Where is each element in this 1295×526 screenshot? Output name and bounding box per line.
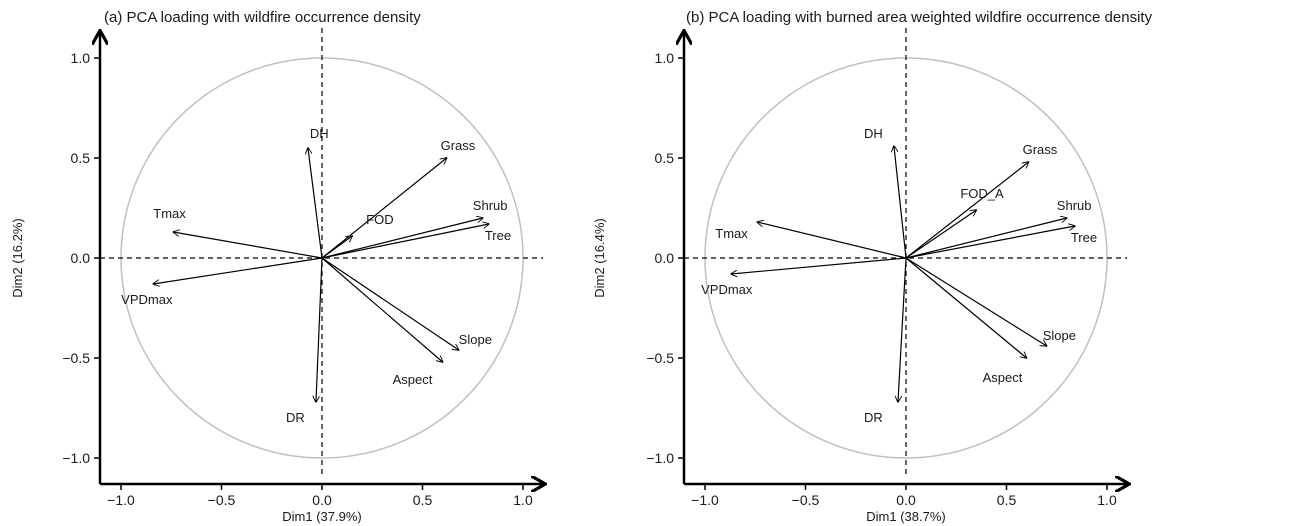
panel-b-label-shrub: Shrub: [1057, 198, 1092, 213]
panel-a-y-tick-label: 0.5: [71, 150, 91, 166]
panel-b-x-tick-label: 0.0: [896, 492, 916, 508]
panel-a-title: (a) PCA loading with wildfire occurrence…: [104, 9, 421, 26]
panel-b-label-tmax: Tmax: [715, 226, 748, 241]
panel-a-vector-fod: [321, 236, 352, 259]
panel-b-vector-dr: [898, 257, 907, 402]
panel-b-label-slope: Slope: [1043, 328, 1076, 343]
panel-a-label-grass: Grass: [441, 138, 476, 153]
panel-b-vector-fod-a: [905, 210, 976, 259]
panel-a-label-shrub: Shrub: [473, 198, 508, 213]
panel-a-y-tick-label: −1.0: [62, 450, 90, 466]
panel-a-label-fod: FOD: [366, 212, 393, 227]
panel-b-vector-dh: [894, 146, 907, 259]
panel-a-vector-slope: [321, 257, 459, 350]
panel-a-label-dh: DH: [310, 126, 329, 141]
panel-b-label-dr: DR: [864, 410, 883, 425]
panel-b-y-tick-label: −0.5: [646, 350, 674, 366]
panel-a-y-tick-label: 0.0: [71, 250, 91, 266]
panel-a-ylabel: Dim2 (16.2%): [10, 218, 25, 297]
panel-a-vector-aspect: [321, 257, 443, 362]
panel-b-label-grass: Grass: [1023, 142, 1058, 157]
panel-a-label-vpdmax: VPDmax: [121, 292, 173, 307]
panel-a-x-tick-label: −1.0: [107, 492, 135, 508]
panel-a-x-tick-label: 1.0: [513, 492, 533, 508]
panel-b-label-vpdmax: VPDmax: [701, 282, 753, 297]
panel-b-title: (b) PCA loading with burned area weighte…: [686, 9, 1153, 26]
panel-a: (a) PCA loading with wildfire occurrence…: [10, 9, 544, 524]
panel-a-label-aspect: Aspect: [393, 372, 433, 387]
panel-b-x-tick-label: −0.5: [792, 492, 820, 508]
panel-a-xlabel: Dim1 (37.9%): [282, 509, 361, 524]
panel-a-label-dr: DR: [286, 410, 305, 425]
panel-b-vector-slope: [905, 257, 1047, 346]
panel-b-vector-shrub: [905, 218, 1067, 259]
panel-b-label-dh: DH: [864, 126, 883, 141]
panel-b-vector-vpdmax: [731, 257, 907, 274]
panel-b-y-tick-label: 0.5: [655, 150, 675, 166]
panel-b-x-tick-label: −1.0: [691, 492, 719, 508]
panel-a-label-tmax: Tmax: [153, 206, 186, 221]
panel-a-vector-tmax: [173, 232, 323, 259]
panel-a-x-tick-label: −0.5: [208, 492, 236, 508]
panel-b-vector-tmax: [757, 222, 907, 259]
panel-b-label-aspect: Aspect: [983, 370, 1023, 385]
panel-b-x-tick-label: 0.5: [997, 492, 1017, 508]
panel-b-plot: −1.0 −1.0 −0.5 −0.5 0.0 0.0 0.5 0.5 1.0 1.0 DH Gras…: [646, 28, 1128, 508]
panel-a-vector-grass: [321, 158, 447, 259]
panel-b-vector-aspect: [905, 257, 1027, 358]
panel-b-xlabel: Dim1 (38.7%): [866, 509, 945, 524]
panel-b-y-tick-label: −1.0: [646, 450, 674, 466]
panel-a-x-tick-label: 0.5: [413, 492, 433, 508]
panel-a-plot: −1.0 −1.0 −0.5 −0.5 0.0 0.0 0.5 0.5 1.0 1.0 DH Gras…: [62, 28, 544, 508]
panel-a-vector-dr: [316, 257, 323, 402]
panel-a-vector-vpdmax: [153, 257, 323, 284]
panel-a-vector-shrub: [321, 218, 483, 259]
panel-b-ylabel: Dim2 (16.4%): [592, 218, 607, 297]
panel-a-y-tick-label: −0.5: [62, 350, 90, 366]
panel-b-label-tree: Tree: [1071, 230, 1097, 245]
panel-b-label-fod-a: FOD_A: [960, 186, 1004, 201]
panel-b-vector-grass: [905, 162, 1029, 259]
panel-a-vector-dh: [308, 148, 323, 259]
panel-b-y-tick-label: 1.0: [655, 50, 675, 66]
panel-a-x-tick-label: 0.0: [312, 492, 332, 508]
panel-a-label-tree: Tree: [485, 228, 511, 243]
panel-b-vector-tree: [905, 226, 1075, 259]
panel-b: (b) PCA loading with burned area weighte…: [592, 9, 1153, 524]
panel-a-label-slope: Slope: [459, 332, 492, 347]
panel-a-vector-tree: [321, 224, 489, 259]
panel-b-y-tick-label: 0.0: [655, 250, 675, 266]
panel-a-y-tick-label: 1.0: [71, 50, 91, 66]
panel-b-x-tick-label: 1.0: [1097, 492, 1117, 508]
